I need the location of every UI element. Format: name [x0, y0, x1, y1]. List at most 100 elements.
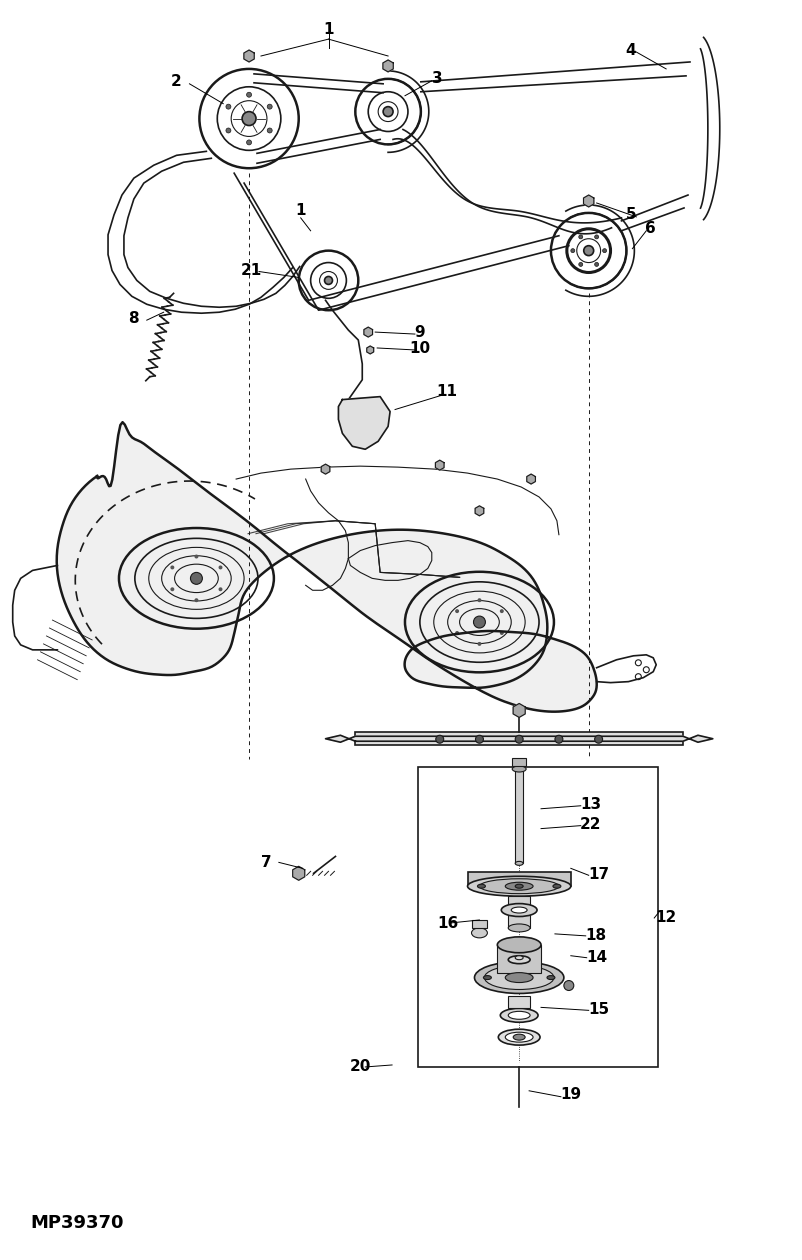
Circle shape	[584, 246, 593, 256]
Text: 5: 5	[626, 208, 637, 223]
Bar	[508, 997, 530, 1008]
Circle shape	[226, 129, 231, 134]
Bar	[497, 945, 541, 973]
Text: 3: 3	[432, 72, 443, 87]
Circle shape	[246, 140, 252, 145]
Text: 19: 19	[561, 1087, 581, 1102]
Ellipse shape	[505, 1032, 533, 1042]
Circle shape	[242, 112, 256, 126]
Ellipse shape	[512, 766, 526, 772]
Text: 16: 16	[437, 916, 458, 931]
Ellipse shape	[508, 924, 530, 932]
Text: 18: 18	[585, 929, 606, 944]
Ellipse shape	[553, 885, 561, 888]
Ellipse shape	[508, 1012, 530, 1019]
Bar	[508, 896, 530, 927]
Polygon shape	[244, 50, 254, 62]
Ellipse shape	[515, 885, 523, 888]
Circle shape	[350, 412, 360, 422]
Circle shape	[602, 248, 606, 253]
Ellipse shape	[513, 1034, 525, 1041]
Circle shape	[170, 566, 174, 570]
Bar	[515, 769, 523, 863]
Polygon shape	[435, 460, 444, 470]
Text: 7: 7	[261, 854, 271, 869]
Circle shape	[515, 736, 523, 743]
Ellipse shape	[505, 882, 533, 890]
Circle shape	[218, 587, 222, 591]
Polygon shape	[326, 736, 713, 742]
Circle shape	[500, 609, 504, 614]
Polygon shape	[367, 346, 374, 354]
Polygon shape	[513, 703, 525, 717]
Ellipse shape	[500, 1008, 538, 1022]
Polygon shape	[338, 397, 390, 450]
Circle shape	[594, 262, 598, 266]
Circle shape	[267, 129, 272, 134]
Polygon shape	[364, 328, 372, 336]
Circle shape	[477, 641, 481, 646]
Ellipse shape	[508, 956, 530, 964]
Bar	[418, 767, 658, 1067]
Ellipse shape	[475, 961, 564, 993]
Bar	[472, 920, 488, 927]
Bar	[468, 872, 571, 886]
Ellipse shape	[515, 956, 523, 960]
Circle shape	[170, 587, 174, 591]
Circle shape	[267, 105, 272, 110]
Ellipse shape	[497, 937, 541, 953]
Text: 2: 2	[171, 74, 182, 89]
Polygon shape	[293, 867, 305, 881]
Text: 20: 20	[350, 1060, 371, 1075]
Circle shape	[435, 736, 444, 743]
Circle shape	[194, 554, 198, 558]
Circle shape	[455, 609, 459, 614]
Text: 6: 6	[645, 222, 656, 237]
Ellipse shape	[547, 975, 555, 979]
Circle shape	[194, 598, 198, 602]
Text: 1: 1	[323, 21, 334, 37]
Ellipse shape	[501, 903, 537, 916]
Text: 8: 8	[128, 311, 140, 325]
Ellipse shape	[477, 885, 485, 888]
Bar	[355, 732, 683, 745]
Text: 21: 21	[241, 263, 261, 278]
Text: 12: 12	[655, 911, 677, 926]
Circle shape	[455, 631, 459, 635]
Polygon shape	[584, 195, 593, 207]
Circle shape	[246, 92, 252, 97]
Circle shape	[477, 598, 481, 602]
Polygon shape	[475, 505, 484, 515]
Circle shape	[555, 736, 563, 743]
Circle shape	[500, 631, 504, 635]
Circle shape	[226, 105, 231, 110]
Ellipse shape	[484, 965, 554, 989]
Ellipse shape	[498, 1029, 540, 1045]
Circle shape	[190, 572, 202, 585]
Bar	[512, 759, 526, 766]
Text: 11: 11	[436, 384, 457, 399]
Text: 17: 17	[588, 867, 610, 882]
Ellipse shape	[468, 876, 571, 896]
Circle shape	[473, 616, 485, 627]
Text: 22: 22	[580, 818, 602, 832]
Circle shape	[564, 980, 573, 990]
Text: 10: 10	[409, 341, 431, 357]
Circle shape	[571, 248, 575, 253]
Polygon shape	[322, 464, 330, 474]
Ellipse shape	[480, 878, 559, 893]
Text: 15: 15	[588, 1002, 610, 1017]
Ellipse shape	[511, 907, 527, 913]
Text: 9: 9	[415, 325, 425, 340]
Text: 14: 14	[586, 950, 607, 965]
Text: 4: 4	[625, 43, 636, 58]
Circle shape	[579, 262, 583, 266]
Circle shape	[594, 234, 598, 239]
Ellipse shape	[484, 975, 492, 979]
Ellipse shape	[505, 973, 533, 983]
Text: 1: 1	[295, 203, 306, 218]
Ellipse shape	[472, 927, 488, 937]
Text: 13: 13	[580, 798, 602, 813]
Circle shape	[325, 276, 333, 285]
Polygon shape	[383, 60, 393, 72]
